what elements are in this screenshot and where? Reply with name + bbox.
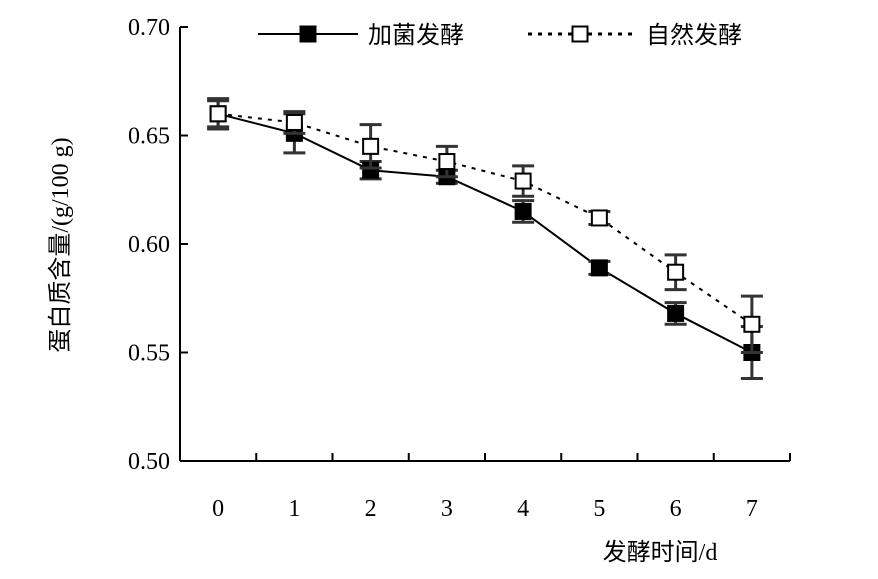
series-2: [207, 99, 763, 354]
data-point: [285, 113, 303, 131]
x-ticks: 0 1 2 3 4 5 6 7: [179, 453, 791, 522]
series-line: [217, 112, 753, 354]
y-tick-label: 0.60: [128, 232, 170, 258]
legend-label: 自然发酵: [646, 22, 742, 49]
x-tick-label: 3: [441, 496, 453, 522]
x-tick-label: 6: [670, 496, 682, 522]
data-point: [667, 263, 685, 281]
data-point: [590, 209, 608, 227]
data-point: [667, 304, 685, 322]
legend-marker: [571, 25, 589, 43]
x-tick-label: 5: [593, 496, 605, 522]
data-point: [438, 153, 456, 171]
legend: 加菌发酵 自然发酵: [258, 22, 742, 49]
x-tick-label: 7: [746, 496, 758, 522]
data-point: [743, 315, 761, 333]
series-line: [218, 112, 753, 326]
data-point: [590, 259, 608, 277]
y-axis-title: 蛋白质含量/(g/100 g): [47, 137, 74, 352]
data-point: [514, 172, 532, 190]
axes: [179, 27, 790, 462]
legend-item-2: 自然发酵: [528, 22, 742, 49]
x-tick-label: 1: [288, 496, 300, 522]
legend-marker: [299, 25, 317, 43]
series-1: [207, 97, 763, 381]
x-axis-title: 发酵时间/d: [603, 539, 718, 566]
y-tick-label: 0.70: [128, 15, 170, 41]
x-tick-label: 0: [212, 496, 224, 522]
x-tick-label: 4: [517, 496, 529, 522]
data-point: [209, 105, 227, 123]
y-tick-label: 0.65: [128, 124, 170, 150]
series-layer: [207, 97, 763, 381]
data-point: [514, 202, 532, 220]
y-tick-label: 0.50: [128, 449, 170, 475]
data-point: [362, 137, 380, 155]
x-tick-label: 2: [365, 496, 377, 522]
legend-item-1: 加菌发酵: [258, 22, 464, 49]
y-ticks: 0.50 0.55 0.60 0.65 0.70: [128, 15, 188, 475]
y-tick-label: 0.55: [128, 341, 170, 367]
legend-label: 加菌发酵: [368, 22, 464, 49]
